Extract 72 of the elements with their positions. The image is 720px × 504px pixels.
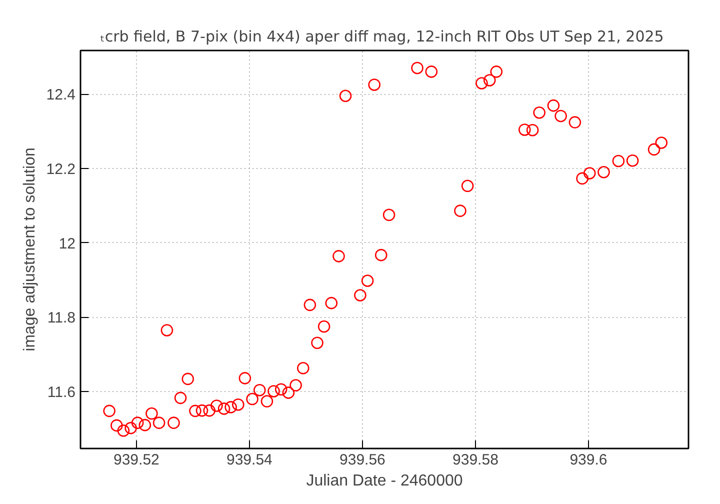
point: [160, 324, 174, 336]
point: [296, 362, 310, 374]
point: [246, 392, 258, 406]
y-tick-label: 12: [58, 235, 76, 252]
point: [268, 385, 280, 398]
point: [382, 208, 396, 222]
point: [425, 66, 438, 78]
point: [655, 136, 668, 149]
point: [568, 116, 582, 128]
point: [490, 66, 503, 78]
point: [218, 402, 230, 415]
point: [152, 416, 166, 429]
point: [311, 336, 324, 349]
point: [174, 392, 187, 404]
point: [253, 384, 266, 396]
x-tick-label: 939.58: [452, 452, 498, 468]
point: [583, 167, 596, 180]
point: [146, 407, 158, 420]
x-tick-label: 939.6: [570, 452, 608, 468]
point: [124, 422, 137, 434]
point: [325, 296, 338, 310]
point: [454, 204, 466, 217]
point: [238, 372, 252, 384]
point: [138, 418, 152, 432]
point: [304, 298, 316, 312]
point: [210, 400, 223, 412]
point: [339, 90, 352, 102]
point: [282, 386, 295, 399]
point: [260, 395, 274, 408]
point: [232, 398, 244, 411]
point: [189, 404, 202, 418]
point: [274, 383, 288, 396]
y-tick-label: 11.6: [47, 384, 76, 402]
point: [361, 274, 374, 287]
y-tick-label: 11.8: [47, 310, 76, 327]
point: [576, 172, 588, 185]
point: [626, 154, 639, 167]
y-tick-label: 12.4: [46, 86, 76, 104]
point: [110, 419, 123, 432]
point: [374, 248, 388, 262]
point: [547, 99, 560, 112]
point: [103, 404, 116, 418]
point: [131, 416, 144, 429]
point: [182, 372, 194, 386]
point: [518, 124, 531, 136]
chart-title: ₜcrb field, B 7-pix (bin 4x4) aper diff mag, 12-inch RIT Obs UT Sep 21, 2025: [100, 28, 664, 46]
x-tick-label: 939.54: [226, 452, 272, 468]
point: [290, 379, 302, 392]
point: [368, 78, 380, 91]
point: [196, 404, 208, 417]
point: [117, 424, 130, 437]
x-tick-label: 939.52: [114, 452, 160, 468]
point: [354, 289, 366, 302]
point: [411, 62, 424, 74]
x-tick-label: 939.56: [340, 452, 386, 468]
point: [612, 154, 625, 168]
point: [526, 124, 539, 136]
point: [533, 106, 546, 119]
point: [648, 143, 660, 156]
x-axis-title: Julian Date - 2460000: [306, 472, 463, 490]
point: [168, 416, 180, 429]
point: [224, 401, 237, 414]
point: [318, 320, 330, 333]
point: [203, 404, 216, 417]
y-axis-title: image adjustment to solution: [21, 148, 38, 352]
point: [332, 250, 345, 262]
point: [598, 166, 610, 178]
point: [476, 77, 488, 90]
point: [554, 110, 567, 122]
point: [461, 180, 474, 192]
point: [483, 74, 496, 86]
y-tick-label: 12.2: [46, 160, 76, 178]
